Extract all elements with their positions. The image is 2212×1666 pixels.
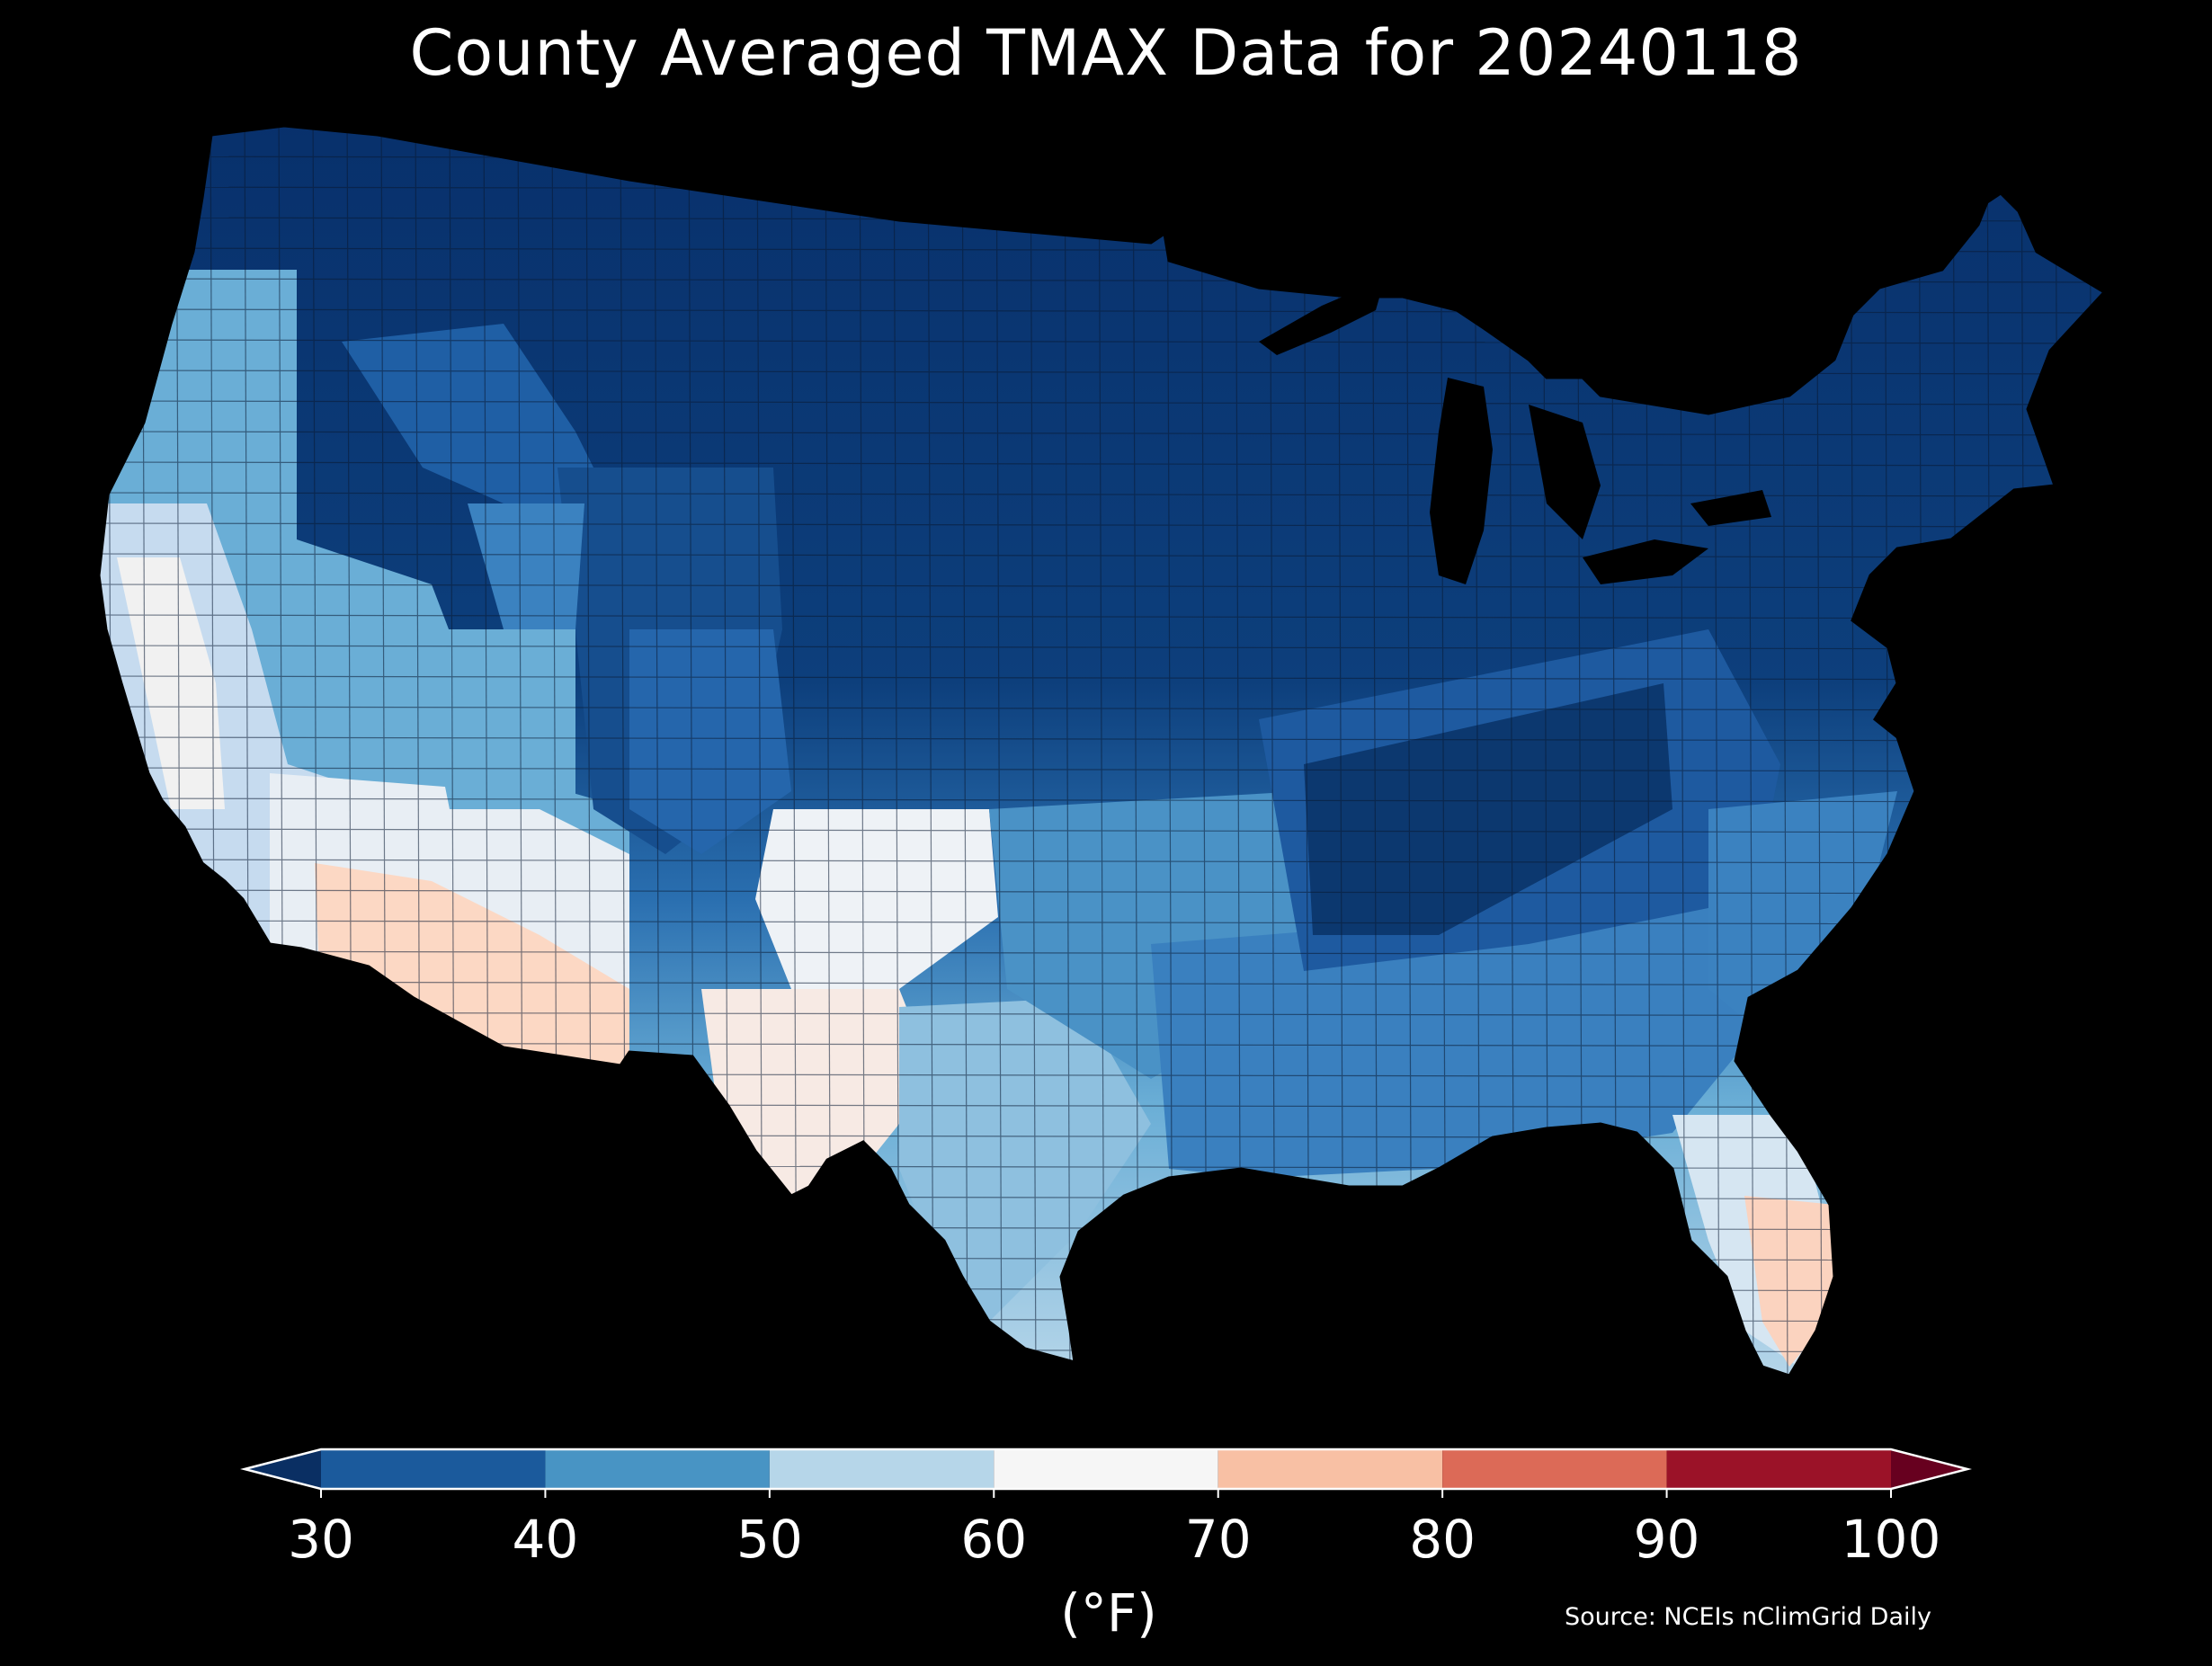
colorbar-bin: [994, 1449, 1218, 1489]
colorbar-under-arrow: [245, 1449, 321, 1489]
us-outline: [97, 124, 2107, 1377]
colorbar-bin: [321, 1449, 546, 1489]
colorbar-tick-label: 40: [512, 1509, 579, 1570]
colorbar-bin: [1217, 1449, 1443, 1489]
colorbar-tick-label: 30: [288, 1509, 354, 1570]
us-county-temperature-map: [97, 124, 2107, 1377]
colorbar-tick-label: 90: [1633, 1509, 1700, 1570]
colorbar-unit-label: (°F): [1060, 1582, 1157, 1644]
colorbar-tick-label: 60: [960, 1509, 1028, 1570]
map-title: County Averaged TMAX Data for 20240118: [409, 16, 1803, 90]
colorbar-tick-label: 100: [1841, 1509, 1941, 1570]
colorbar-tick-label: 50: [736, 1509, 803, 1570]
great-lakes: [1259, 279, 1771, 584]
colorbar-bin: [1666, 1449, 1891, 1489]
source-note: Source: NCEIs nClimGrid Daily: [1565, 1603, 1931, 1631]
colorbar-over-arrow: [1891, 1449, 1967, 1489]
colorbar-tick-label: 70: [1184, 1509, 1252, 1570]
colorbar-bin: [1442, 1449, 1667, 1489]
colorbar-bin: [769, 1449, 995, 1489]
colorbar-bin: [545, 1449, 770, 1489]
colorbar-tick-label: 80: [1409, 1509, 1476, 1570]
